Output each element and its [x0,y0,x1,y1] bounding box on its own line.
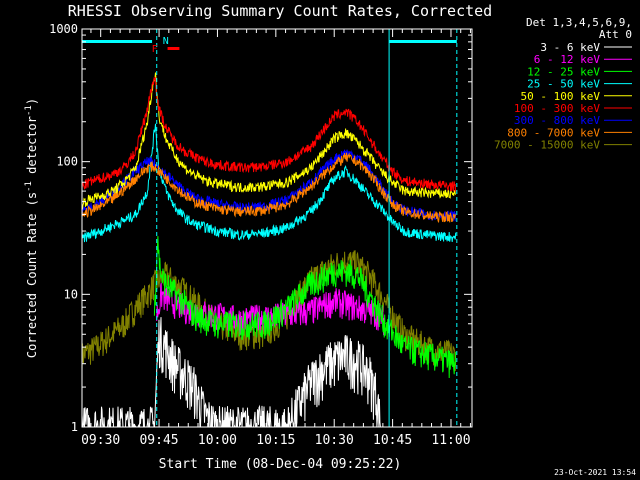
legend-label: 7000 - 15000 keV [494,139,600,152]
legend-label: 25 - 50 keV [527,78,600,91]
night-label: N [163,36,169,47]
x-tick-label: 10:00 [198,433,237,448]
observing-bar [82,40,153,43]
series-line-100-300-kev [82,76,457,192]
legend-label: 100 - 300 keV [514,102,600,115]
series-line-800-7000-kev [82,152,457,224]
y-tick-label: 10 [64,287,78,301]
y-axis-label-end: ) [25,98,39,105]
series-line-25-50-kev [82,123,457,243]
x-axis-label: Start Time (08-Dec-04 09:25:22) [159,457,402,472]
series-line-3-6-kev [82,317,381,427]
legend-label: 300 - 800 keV [514,114,600,127]
legend-label: 50 - 100 keV [521,90,601,103]
legend-header-line1: Det 1,3,4,5,6,9, [526,16,632,29]
y-axis: 1 10 100 1000 [49,22,472,434]
plot-area [82,29,458,427]
legend-label: 6 - 12 keV [534,53,601,66]
plot-frame [81,28,473,428]
observing-bar [389,40,457,43]
legend-header-line2: Att 0 [599,28,632,41]
y-tick-label: 1 [71,420,78,434]
y-axis-label-sup1: -1 [24,181,34,192]
series-line-7000-15000-kev [82,250,457,372]
footer-timestamp: 23-Oct-2021 13:54 [554,468,636,477]
legend-label: 12 - 25 keV [527,65,600,78]
legend-label: 800 - 7000 keV [507,126,600,139]
series-line-12-25-kev [153,236,457,379]
y-axis-label: Corrected Count Rate (s-1 detector-1) [24,98,39,358]
x-tick-label: 10:45 [373,433,412,448]
flare-label: F [152,44,158,55]
y-axis-label-main: Corrected Count Rate (s [25,192,39,358]
flare-bar [167,47,180,50]
x-tick-label: 10:30 [315,433,354,448]
chart-title: RHESSI Observing Summary Count Rates, Co… [68,2,492,20]
y-axis-label-sup2: -1 [24,105,34,116]
x-axis: 09:30 09:45 10:00 10:15 10:30 10:45 11:00 [81,29,471,448]
y-tick-label: 100 [56,155,78,169]
x-tick-label: 09:45 [139,433,178,448]
x-tick-label: 10:15 [256,433,295,448]
x-tick-label: 11:00 [431,433,470,448]
x-tick-label: 09:30 [81,433,120,448]
y-axis-label-mid: detector [25,116,39,181]
y-tick-label: 1000 [49,22,78,36]
series-line-50-100-kev [82,72,457,210]
legend-label: 3 - 6 keV [540,41,600,54]
